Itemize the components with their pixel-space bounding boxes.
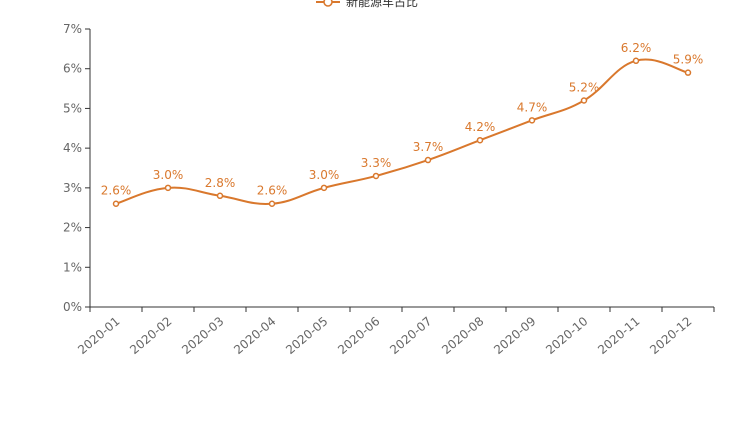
x-axis: 2020-01 2020-02 2020-03 2020-04 2020-05 2020-… [75, 306, 715, 357]
data-point[interactable] [112, 200, 120, 207]
series-line [115, 58, 689, 205]
x-tick-label: 2020-11 [595, 314, 642, 357]
legend-marker-icon [323, 0, 333, 7]
data-label: 4.2% [465, 120, 496, 134]
x-tick-label: 2020-12 [647, 314, 694, 357]
data-label: 5.2% [569, 80, 600, 94]
y-tick-label: 1% [63, 260, 82, 274]
data-point[interactable] [164, 184, 172, 192]
data-point[interactable] [268, 200, 276, 207]
data-label: 4.7% [517, 100, 548, 114]
data-label: 6.2% [621, 41, 652, 55]
data-label: 2.6% [101, 184, 132, 198]
y-tick-label: 4% [63, 141, 82, 155]
data-label: 3.0% [153, 168, 184, 182]
data-label: 5.9% [673, 53, 704, 67]
legend[interactable]: 新能源车占比 [316, 0, 418, 9]
x-tick-label: 2020-02 [127, 314, 174, 357]
data-label: 2.8% [205, 176, 236, 190]
data-label: 2.6% [257, 184, 288, 198]
legend-label: 新能源车占比 [346, 0, 418, 9]
data-label: 3.3% [361, 156, 392, 170]
data-point[interactable] [580, 97, 588, 104]
y-tick-label: 7% [63, 22, 82, 36]
x-tick-label: 2020-06 [335, 314, 382, 357]
data-point[interactable] [424, 156, 432, 164]
x-tick-label: 2020-07 [387, 314, 434, 357]
series-line-group: 2.6% 3.0% 2.8% 2.6% 3.0% 3.3% 3.7% 4.2% 4.7% 5.2%… [101, 41, 704, 207]
data-point[interactable] [372, 172, 380, 180]
data-point[interactable] [216, 192, 224, 200]
x-tick-label: 2020-04 [231, 314, 278, 357]
y-tick-label: 2% [63, 221, 82, 235]
x-tick-label: 2020-01 [75, 314, 122, 357]
x-tick-label: 2020-03 [179, 314, 226, 357]
y-tick-label: 6% [63, 62, 82, 76]
y-axis: 0% 1% 2% 3% 4% 5% 6% 7% [63, 22, 91, 314]
y-tick-label: 0% [63, 300, 82, 314]
x-tick-label: 2020-08 [439, 314, 486, 357]
data-label: 3.0% [309, 168, 340, 182]
data-point[interactable] [632, 57, 640, 65]
data-point[interactable] [528, 117, 536, 124]
y-tick-label: 5% [63, 101, 82, 115]
y-tick-label: 3% [63, 181, 82, 195]
data-point[interactable] [476, 136, 484, 144]
x-tick-label: 2020-09 [491, 314, 538, 357]
data-point[interactable] [684, 69, 692, 76]
x-tick-label: 2020-05 [283, 314, 330, 357]
data-label: 3.7% [413, 140, 444, 154]
x-tick-label: 2020-10 [543, 314, 590, 357]
data-point[interactable] [320, 184, 328, 192]
